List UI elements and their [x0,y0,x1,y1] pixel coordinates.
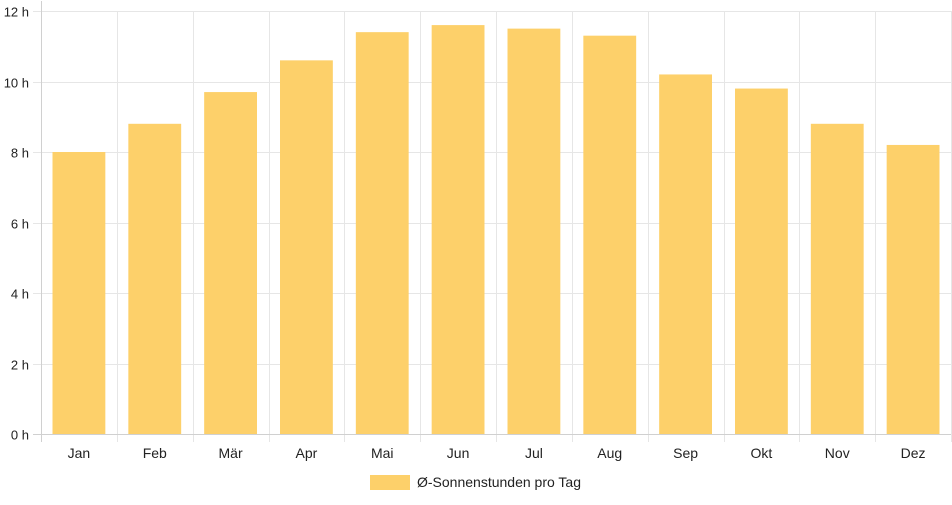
x-tick-label: Okt [751,445,773,461]
x-tick-label: Apr [296,445,318,461]
x-tick-label: Jan [68,445,91,461]
bar-layer [52,25,940,435]
x-axis: Jan Feb Mär Apr Mai Jun Jul Aug Sep Okt Nov Dez [68,445,926,461]
bar[interactable] [659,74,712,434]
y-tick-label: 6 h [11,217,29,232]
legend-label[interactable]: Ø-Sonnenstunden pro Tag [417,474,581,490]
bar[interactable] [355,32,409,435]
bar[interactable] [431,25,485,434]
bar[interactable] [886,144,940,434]
y-tick-label: 12 h [4,5,29,20]
y-tick-label: 8 h [11,146,29,161]
bar[interactable] [204,92,257,434]
bar[interactable] [507,28,561,434]
grid-layer [33,1,952,442]
x-tick-label: Mär [219,445,243,461]
bar[interactable] [280,60,333,434]
y-tick-label: 10 h [4,76,29,91]
legend[interactable]: Ø-Sonnenstunden pro Tag [370,474,581,490]
x-tick-label: Jun [447,445,470,461]
y-tick-label: 0 h [11,428,29,443]
bar[interactable] [583,35,637,435]
x-tick-label: Aug [597,445,622,461]
x-tick-label: Jul [525,445,543,461]
bar[interactable] [52,152,106,434]
y-tick-label: 4 h [11,287,29,302]
x-tick-label: Dez [901,445,926,461]
bar[interactable] [128,123,182,435]
x-tick-label: Nov [825,445,850,461]
bar[interactable] [735,88,788,435]
x-tick-label: Sep [673,445,698,461]
y-tick-label: 2 h [11,358,29,373]
bar[interactable] [810,123,864,435]
y-axis: 0 h 2 h 4 h 6 h 8 h 10 h 12 h [4,5,29,443]
legend-swatch[interactable] [370,475,410,490]
x-tick-label: Feb [143,445,167,461]
x-tick-label: Mai [371,445,394,461]
